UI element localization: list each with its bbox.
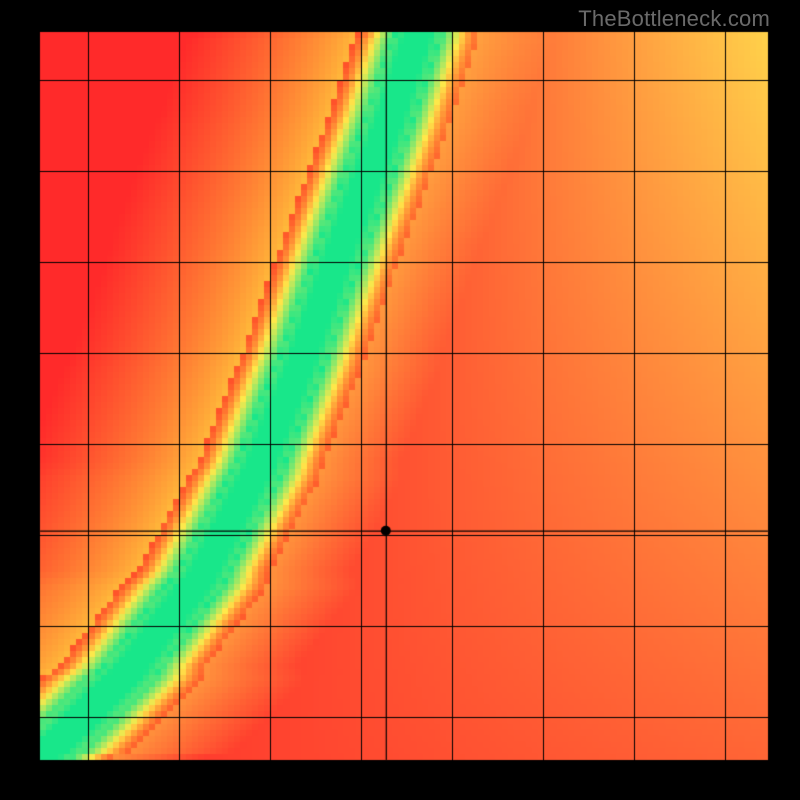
watermark-text: TheBottleneck.com [578, 6, 770, 32]
chart-container: TheBottleneck.com [0, 0, 800, 800]
crosshair-overlay [0, 0, 800, 800]
